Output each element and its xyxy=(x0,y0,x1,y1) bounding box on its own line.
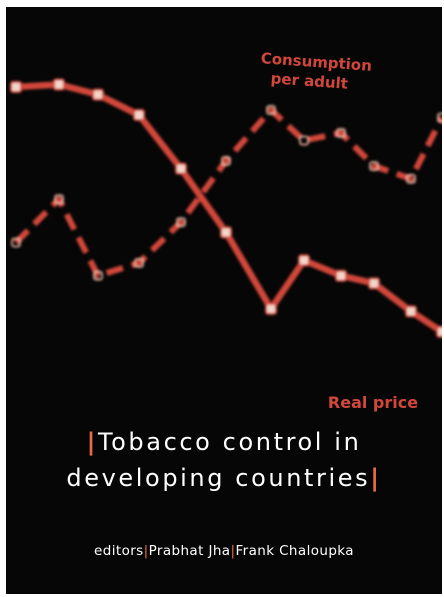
consumption-point xyxy=(221,156,231,166)
consumption-point xyxy=(369,161,379,171)
book-title-line-1: |Tobacco control in xyxy=(6,426,442,458)
editor-separator: | xyxy=(143,543,149,559)
consumption-point xyxy=(336,128,346,138)
editor-separator: | xyxy=(230,543,236,559)
title-text-1: Tobacco control in xyxy=(97,428,362,456)
title-text-2: developing countries xyxy=(66,464,371,492)
real-price-point xyxy=(53,78,65,91)
consumption-point xyxy=(299,135,309,146)
consumption-point xyxy=(11,237,21,248)
cover-chart: Consumption per adult Real price xyxy=(10,49,442,412)
editor-name: Prabhat Jha xyxy=(148,543,231,559)
consumption-point xyxy=(134,258,144,268)
real-price-point xyxy=(436,325,442,338)
real-price-point xyxy=(175,162,187,175)
real-price-point xyxy=(10,81,22,93)
consumption-point xyxy=(93,270,103,281)
real-price-point xyxy=(368,277,380,290)
consumption-point xyxy=(176,217,186,227)
real-price-point xyxy=(405,305,417,318)
consumption-point xyxy=(437,112,442,123)
editors-line: editors|Prabhat Jha|Frank Chaloupka xyxy=(6,543,442,559)
real-price-point xyxy=(220,226,232,239)
consumption-line xyxy=(13,106,442,279)
series-label-real-price: Real price xyxy=(328,393,418,412)
series-label-consumption-line2: per adult xyxy=(270,69,348,92)
real-price-point xyxy=(265,302,277,315)
consumption-point xyxy=(406,174,416,184)
editor-name: Frank Chaloupka xyxy=(235,543,354,559)
consumption-point xyxy=(266,105,276,115)
real-price-point xyxy=(92,88,104,101)
title-bar-mark: | xyxy=(370,464,382,492)
real-price-point xyxy=(335,269,347,282)
book-title-line-2: developing countries| xyxy=(6,462,442,494)
real-price-point xyxy=(133,109,145,122)
real-price-line xyxy=(15,81,442,335)
consumption-point xyxy=(54,194,64,204)
editors-label: editors xyxy=(94,543,144,559)
real-price-point xyxy=(298,254,310,267)
title-bar-mark: | xyxy=(86,428,98,456)
book-cover: Consumption per adult Real price |Tobacc… xyxy=(6,7,442,594)
